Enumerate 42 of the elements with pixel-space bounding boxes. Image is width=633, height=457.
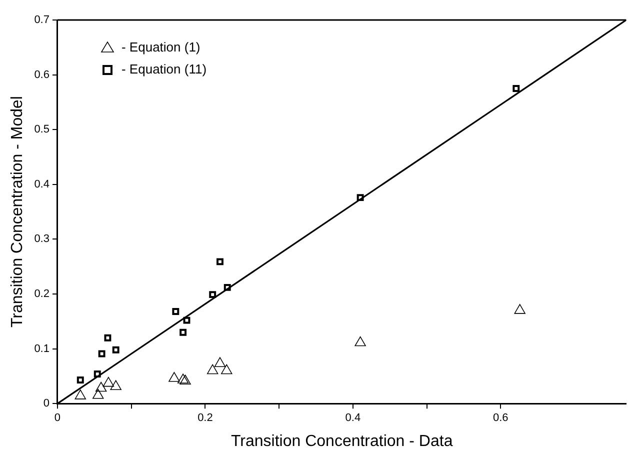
point [74, 390, 86, 400]
point [102, 376, 114, 387]
y-tick-label: 0.1 [34, 342, 50, 355]
point [177, 374, 189, 384]
point [180, 328, 187, 336]
point [221, 364, 232, 374]
point [356, 194, 364, 202]
y-tick-label: 0.3 [34, 233, 50, 246]
point [92, 388, 104, 399]
point [112, 346, 120, 354]
point [95, 382, 107, 392]
point [168, 372, 180, 382]
x-axis-title: Transition Concentration - Data [230, 432, 453, 450]
point [98, 350, 106, 358]
point [76, 376, 84, 384]
point [104, 334, 112, 342]
y-tick-label: 0.2 [34, 288, 50, 300]
point [110, 380, 122, 390]
x-tick-label: 0.2 [198, 412, 213, 424]
y-tick-label: 0.7 [34, 14, 50, 26]
y-tick-label: 0.6 [34, 68, 50, 81]
y-axis-title: Transition Concentration - Model [9, 96, 26, 328]
legend-label: - Equation (11) [121, 62, 207, 77]
legend-label: - Equation (1) [121, 40, 200, 55]
point [214, 357, 226, 367]
point [216, 258, 224, 266]
point [183, 316, 190, 324]
y-tick-label: 0.4 [34, 178, 50, 190]
y-tick-label: 0 [43, 398, 50, 410]
point [224, 284, 231, 291]
x-tick-label: 0 [54, 412, 61, 424]
point [207, 364, 218, 374]
point [354, 336, 366, 346]
point [512, 85, 520, 92]
point [172, 308, 180, 316]
x-tick-label: 0.4 [345, 412, 361, 424]
x-tick-label: 0.6 [492, 412, 508, 424]
point [209, 291, 216, 298]
point [94, 370, 101, 378]
point [180, 374, 191, 385]
point [514, 304, 526, 314]
y-tick-label: 0.5 [34, 124, 50, 136]
